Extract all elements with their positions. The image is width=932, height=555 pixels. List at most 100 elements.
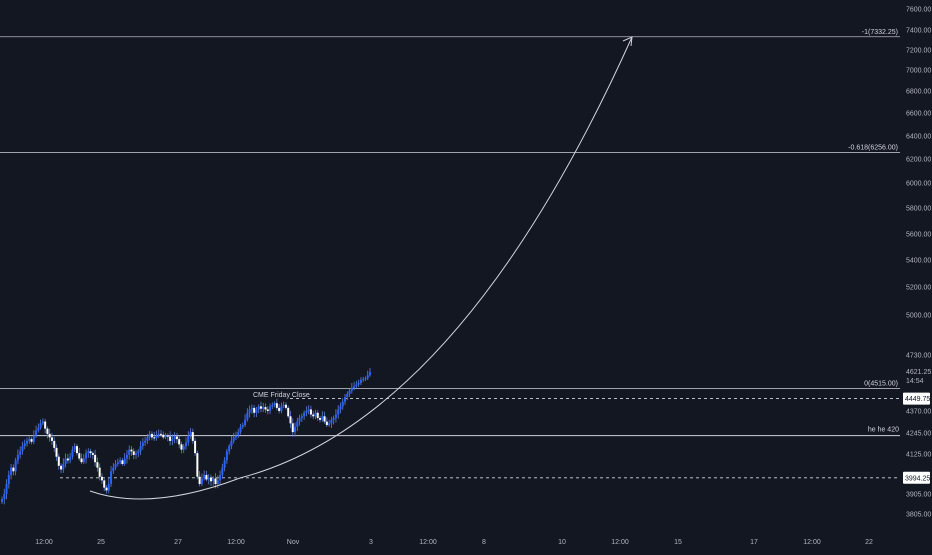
time-tick-label: 12:00 bbox=[419, 539, 437, 546]
candle-body bbox=[25, 440, 28, 444]
candle-body bbox=[175, 436, 178, 440]
rounding-bottom-curve bbox=[89, 477, 241, 500]
price-box-1 bbox=[903, 471, 930, 484]
candle-body bbox=[259, 406, 262, 409]
candle-body bbox=[348, 390, 351, 394]
projection-arrowhead bbox=[622, 36, 633, 47]
candle-body bbox=[1, 499, 3, 502]
candle-body bbox=[75, 446, 78, 454]
price-tick-label: 4730.00 bbox=[906, 353, 931, 360]
drawing-curve-layer bbox=[89, 36, 633, 500]
candle-body bbox=[73, 446, 76, 450]
price-box-label-1: 3994.25 bbox=[905, 475, 930, 482]
price-tick-label: 6800.00 bbox=[906, 89, 931, 96]
candle-body bbox=[271, 404, 274, 407]
price-box-0 bbox=[903, 392, 930, 405]
price-tick-label: 6000.00 bbox=[906, 181, 931, 188]
candle-body bbox=[232, 437, 235, 441]
candle-body bbox=[280, 406, 283, 411]
candle-body bbox=[241, 425, 244, 427]
candle-body bbox=[135, 453, 138, 455]
candle-body bbox=[80, 458, 83, 463]
horizontal-line-label-0: he he 420 bbox=[868, 427, 899, 434]
candle-body bbox=[312, 414, 315, 417]
candle-body bbox=[189, 432, 192, 436]
candle-body bbox=[119, 460, 122, 463]
candle-body bbox=[339, 406, 342, 410]
time-axis[interactable]: 12:00 25 27 12:00 Nov 3 12:00 8 10 12:00 15 17 12:00… bbox=[35, 539, 873, 546]
candle-body bbox=[41, 421, 44, 424]
candle-body bbox=[214, 478, 217, 484]
candle-body bbox=[334, 414, 337, 419]
candle-body bbox=[66, 458, 69, 461]
candle-body bbox=[53, 440, 56, 448]
candle-body bbox=[262, 407, 265, 409]
price-tick-label: 6600.00 bbox=[906, 111, 931, 118]
candle-body bbox=[346, 393, 349, 397]
fib-level-label-0: -1(7332.25) bbox=[862, 29, 898, 36]
fib-level-label-2: 0(4515.00) bbox=[864, 380, 898, 387]
candle-body bbox=[137, 451, 140, 454]
candle-body bbox=[207, 477, 210, 480]
candle-body bbox=[139, 446, 142, 452]
time-tick-label: 17 bbox=[750, 539, 758, 546]
candle-body bbox=[269, 406, 272, 411]
candle-body bbox=[14, 460, 17, 472]
candle-body bbox=[16, 454, 19, 461]
time-tick-label: 3 bbox=[369, 539, 373, 546]
countdown-label: 14:54 bbox=[906, 378, 924, 385]
candle-body bbox=[255, 409, 258, 413]
candle-body bbox=[191, 432, 194, 441]
candle-body bbox=[237, 432, 240, 436]
time-tick-label: 12:00 bbox=[803, 539, 821, 546]
candle-body bbox=[300, 416, 303, 419]
candle-body bbox=[298, 418, 301, 422]
candle-body bbox=[223, 460, 226, 468]
candle-body bbox=[194, 440, 197, 454]
price-tick-label: 4245.00 bbox=[906, 431, 931, 438]
candle-body bbox=[153, 437, 156, 439]
candle-body bbox=[287, 407, 290, 417]
time-tick-label: 12:00 bbox=[35, 539, 53, 546]
candle-body bbox=[103, 480, 106, 488]
candle-body bbox=[3, 494, 6, 499]
candle-body bbox=[275, 403, 278, 408]
candle-body bbox=[289, 416, 292, 424]
candle-body bbox=[253, 407, 256, 413]
candle-body bbox=[234, 435, 237, 438]
candle-body bbox=[173, 436, 176, 440]
price-tick-label: 6200.00 bbox=[906, 157, 931, 164]
candle-body bbox=[273, 403, 276, 405]
candle-body bbox=[212, 478, 215, 482]
candle-body bbox=[200, 478, 203, 484]
candle-body bbox=[110, 471, 113, 484]
time-tick-label: 12:00 bbox=[227, 539, 245, 546]
candle-body bbox=[303, 412, 306, 417]
candle-body bbox=[353, 386, 356, 388]
price-box-label-0: 4449.75 bbox=[905, 396, 930, 403]
candle-body bbox=[57, 456, 60, 466]
candle-body bbox=[221, 467, 224, 475]
candle-body bbox=[98, 467, 101, 477]
candle-body bbox=[32, 435, 35, 442]
candle-body bbox=[316, 412, 319, 419]
candle-body bbox=[330, 419, 333, 424]
candle-body bbox=[121, 460, 124, 464]
candle-body bbox=[307, 409, 310, 411]
price-tick-label: 5400.00 bbox=[906, 258, 931, 265]
candle-body bbox=[55, 447, 58, 457]
annotation-label-0: CME Friday Close bbox=[253, 392, 310, 399]
candle-body bbox=[284, 404, 287, 408]
candle-body bbox=[155, 435, 158, 439]
price-tick-label: 5600.00 bbox=[906, 232, 931, 239]
candle-body bbox=[325, 421, 328, 426]
time-tick-label: 22 bbox=[865, 539, 873, 546]
candle-body bbox=[37, 427, 40, 431]
candle-body bbox=[39, 423, 42, 428]
candle-body bbox=[96, 462, 99, 468]
candle-body bbox=[146, 437, 149, 441]
price-tick-label: 5000.00 bbox=[906, 313, 931, 320]
price-axis[interactable]: 7600.00 7400.00 7200.00 7000.00 6800.00 6600.… bbox=[903, 7, 931, 519]
